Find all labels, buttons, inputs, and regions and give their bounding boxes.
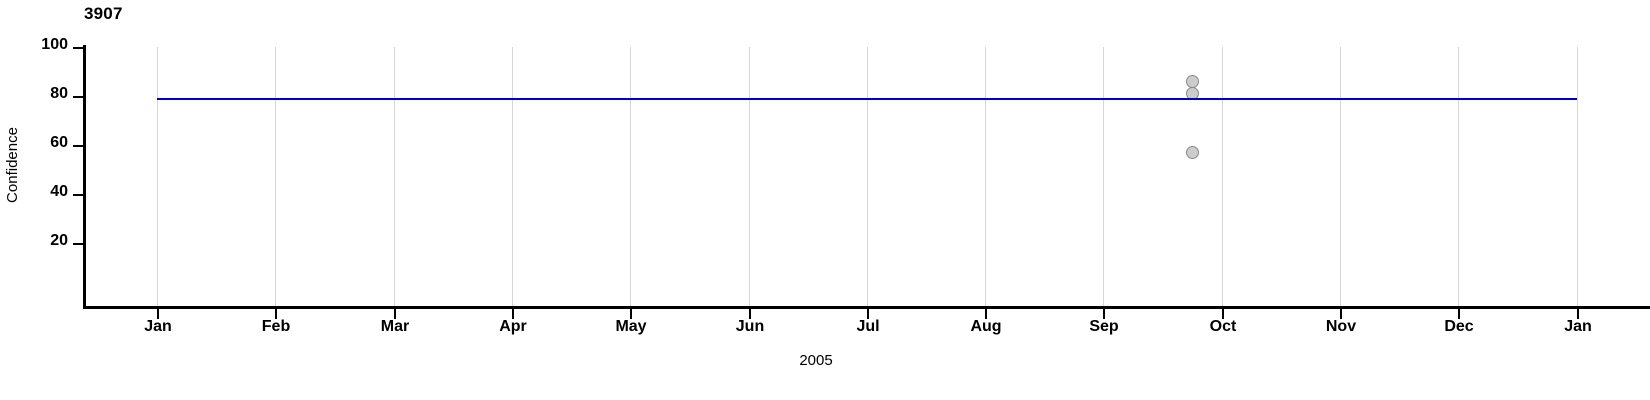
x-axis-line xyxy=(83,306,1650,309)
gridline-vertical xyxy=(394,47,395,306)
x-axis-tick xyxy=(157,309,159,319)
x-axis-tick xyxy=(985,309,987,319)
x-axis-title: 2005 xyxy=(0,352,1650,369)
x-axis-tick-label: Sep xyxy=(1089,318,1119,335)
y-axis-tick-label: 20 xyxy=(50,232,68,249)
x-axis-tick-label: Oct xyxy=(1209,318,1237,335)
x-axis-tick xyxy=(1103,309,1105,319)
y-axis-tick xyxy=(73,145,83,147)
gridline-vertical xyxy=(275,47,276,306)
x-axis-tick-label: Jul xyxy=(856,318,880,335)
x-axis-tick-label: Feb xyxy=(261,318,291,335)
data-point[interactable] xyxy=(1185,74,1199,88)
x-axis-tick xyxy=(749,309,751,319)
x-axis-tick xyxy=(275,309,277,319)
gridline-vertical xyxy=(630,47,631,306)
gridline-vertical xyxy=(867,47,868,306)
y-axis-tick xyxy=(73,194,83,196)
x-axis-tick-label: May xyxy=(615,318,647,335)
reference-line xyxy=(157,98,1577,100)
gridline-vertical xyxy=(1458,47,1459,306)
x-axis-tick-label: Dec xyxy=(1444,318,1474,335)
gridline-vertical xyxy=(1577,47,1578,306)
x-axis-tick-label: Jan xyxy=(144,318,172,335)
x-axis-tick-label: Aug xyxy=(970,318,1002,335)
gridline-vertical xyxy=(749,47,750,306)
x-axis-tick-label: Nov xyxy=(1325,318,1357,335)
x-axis-tick-label: Jun xyxy=(735,318,765,335)
y-axis-line xyxy=(83,45,86,308)
x-axis-tick-label: Mar xyxy=(380,318,410,335)
chart-title: 3907 xyxy=(84,4,123,23)
x-axis-tick xyxy=(1340,309,1342,319)
gridline-vertical xyxy=(1103,47,1104,306)
x-axis-tick xyxy=(512,309,514,319)
gridline-vertical xyxy=(1222,47,1223,306)
x-axis-tick xyxy=(1458,309,1460,319)
gridline-vertical xyxy=(157,47,158,306)
y-axis-tick-label: 40 xyxy=(50,183,68,200)
x-axis-tick xyxy=(394,309,396,319)
x-axis-tick xyxy=(1577,309,1579,319)
gridline-vertical xyxy=(1340,47,1341,306)
data-point[interactable] xyxy=(1185,145,1199,159)
x-axis-tick xyxy=(867,309,869,319)
x-axis-tick xyxy=(630,309,632,319)
y-axis-tick-label: 100 xyxy=(41,36,68,53)
y-axis-tick-label: 80 xyxy=(50,85,68,102)
x-axis-tick-label: Apr xyxy=(499,318,527,335)
gridline-vertical xyxy=(985,47,986,306)
y-axis-tick xyxy=(73,243,83,245)
gridline-vertical xyxy=(512,47,513,306)
y-axis-tick xyxy=(73,47,83,49)
y-axis-tick-label: 60 xyxy=(50,134,68,151)
x-axis-tick-label: Jan xyxy=(1564,318,1592,335)
x-axis-title-text: 2005 xyxy=(799,352,833,369)
x-axis-tick xyxy=(1222,309,1224,319)
y-axis-tick xyxy=(73,96,83,98)
